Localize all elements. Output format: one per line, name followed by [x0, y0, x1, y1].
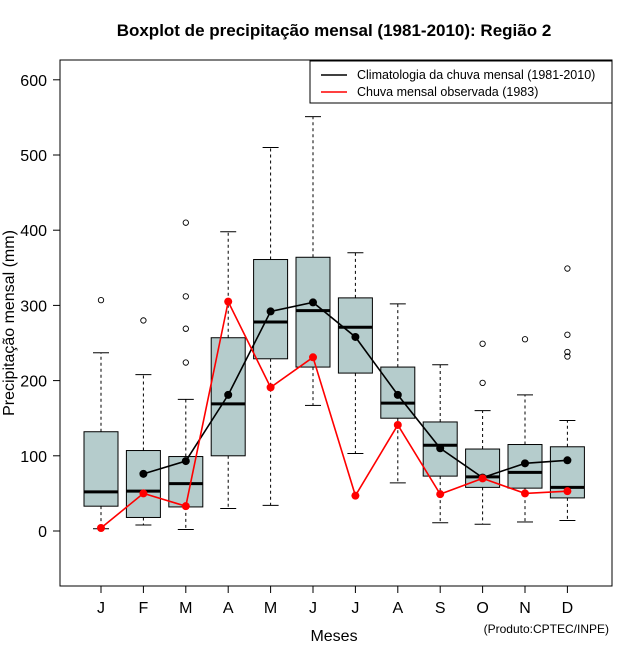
- outlier-point: [564, 331, 571, 338]
- box-month-12: [549, 265, 585, 521]
- y-tick-label-300: 300: [20, 298, 47, 315]
- box-month-6: [295, 116, 331, 406]
- y-tick-label-500: 500: [20, 148, 47, 165]
- box-month-3: [168, 219, 204, 530]
- y-axis-label: Precipitação mensal (mm): [1, 230, 18, 416]
- outlier-point: [182, 219, 189, 226]
- outlier-point: [182, 359, 189, 366]
- series-point-observed: [521, 489, 529, 498]
- outlier-point: [564, 348, 571, 356]
- y-tick-label-0: 0: [38, 524, 47, 541]
- x-tick-label-7: A: [392, 600, 403, 617]
- outlier-point: [182, 325, 189, 332]
- x-tick-label-10: N: [519, 600, 531, 617]
- series-point-observed: [393, 420, 402, 429]
- outlier-point: [521, 336, 529, 343]
- x-tick-label-3: A: [223, 600, 234, 617]
- x-tick-label-0: J: [97, 600, 105, 617]
- y-tick-label-400: 400: [20, 223, 47, 240]
- outlier-point: [182, 293, 189, 300]
- legend-box: [309, 60, 613, 104]
- series-point-climatology: [393, 390, 402, 399]
- box-month-10: [465, 340, 501, 525]
- x-tick-label-2: M: [179, 600, 192, 617]
- series-point-observed: [97, 523, 105, 532]
- series-point-observed: [139, 489, 148, 498]
- series-point-climatology: [181, 457, 190, 466]
- box-month-9: [422, 364, 458, 524]
- series-point-observed: [563, 487, 572, 496]
- outlier-point: [564, 353, 571, 360]
- boxes-layer: [83, 116, 585, 530]
- x-tick-label-6: J: [351, 600, 359, 617]
- box-month-5: [253, 146, 289, 506]
- series-point-climatology: [521, 459, 529, 468]
- x-tick-label-11: D: [562, 600, 574, 617]
- series-point-observed: [478, 474, 487, 483]
- series-point-observed: [224, 297, 233, 306]
- x-tick-label-8: S: [435, 600, 446, 617]
- outlier-point: [479, 379, 486, 387]
- y-tick-label-200: 200: [20, 374, 47, 391]
- outlier-point: [140, 317, 147, 324]
- series-point-climatology: [309, 298, 317, 307]
- box-month-2: [125, 317, 161, 526]
- x-tick-label-9: O: [476, 600, 488, 617]
- series-point-climatology: [351, 332, 360, 341]
- credit-text: (Produto:CPTEC/INPE): [484, 622, 609, 636]
- series-point-observed: [436, 490, 445, 499]
- legend-label-climatology: Climatologia da chuva mensal (1981-2010): [357, 68, 595, 82]
- y-tick-label-100: 100: [20, 449, 47, 466]
- x-tick-label-1: F: [139, 600, 149, 617]
- series-point-climatology: [139, 469, 148, 478]
- y-axis: 0 100 200 300 400 500 600: [20, 73, 61, 541]
- series-point-observed: [351, 491, 360, 500]
- outlier-point: [479, 340, 486, 347]
- outlier-point: [97, 296, 105, 304]
- series-point-climatology: [266, 307, 275, 316]
- legend-label-observed: Chuva mensal observada (1983): [357, 85, 538, 99]
- x-axis-label: Meses: [310, 628, 357, 645]
- series-line-observed: [100, 299, 568, 529]
- box-iqr: [125, 450, 161, 518]
- series-point-climatology: [436, 444, 445, 453]
- series-point-observed: [266, 383, 275, 392]
- x-tick-label-5: J: [309, 600, 317, 617]
- x-tick-label-4: M: [264, 600, 277, 617]
- series-point-observed: [309, 353, 317, 362]
- legend: Climatologia da chuva mensal (1981-2010)…: [309, 60, 613, 104]
- series-point-climatology: [224, 390, 233, 399]
- series-point-observed: [181, 502, 190, 511]
- series-point-climatology: [563, 456, 572, 465]
- lines-layer: [97, 297, 572, 532]
- outlier-point: [564, 265, 571, 272]
- box-iqr: [83, 431, 119, 507]
- box-month-1: [83, 296, 119, 530]
- chart-title: Boxplot de precipitação mensal (1981-201…: [117, 21, 552, 40]
- y-tick-label-600: 600: [20, 73, 47, 90]
